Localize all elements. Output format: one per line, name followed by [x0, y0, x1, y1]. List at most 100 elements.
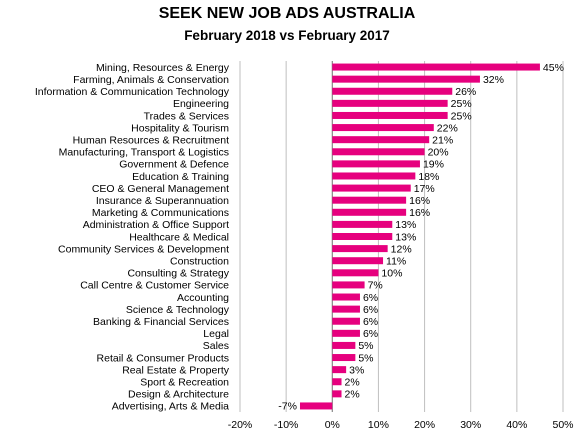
bar: [332, 378, 342, 386]
category-label: Call Centre & Customer Service: [80, 280, 229, 292]
category-label: Trades & Services: [144, 110, 229, 122]
bar: [332, 196, 407, 204]
category-label: Insurance & Superannuation: [96, 195, 229, 207]
data-label: 6%: [363, 316, 378, 328]
bar: [332, 281, 365, 289]
data-label: 16%: [409, 207, 430, 219]
bar: [332, 111, 448, 119]
data-label: 6%: [363, 328, 378, 340]
data-label: 26%: [455, 86, 476, 98]
bar: [332, 208, 407, 216]
category-label: Community Services & Development: [58, 243, 229, 255]
data-label: 7%: [368, 280, 383, 292]
chart-subtitle: February 2018 vs February 2017: [184, 28, 390, 43]
bar: [332, 245, 388, 253]
category-label: Design & Architecture: [128, 389, 229, 401]
data-label: 17%: [414, 183, 435, 195]
category-label: Sales: [203, 340, 229, 352]
x-axis-ticks: -20% -10% 0% 10% 20% 30% 40% 50%: [228, 419, 574, 431]
data-label: 20%: [428, 147, 449, 159]
data-labels: 45%32%26%25%25%22%21%20%19%18%17%16%16%1…: [278, 62, 564, 413]
bar: [332, 184, 411, 192]
category-label: CEO & General Management: [92, 183, 229, 195]
category-label: Farming, Animals & Conservation: [73, 74, 229, 86]
data-label: 18%: [418, 171, 439, 183]
category-label: Sport & Recreation: [140, 377, 229, 389]
category-label: Science & Technology: [126, 304, 230, 316]
category-label: Construction: [170, 256, 229, 268]
category-label: Retail & Consumer Products: [97, 352, 229, 364]
data-label: 13%: [395, 219, 416, 231]
bar: [332, 354, 356, 362]
category-label: Banking & Financial Services: [93, 316, 229, 328]
category-label: Mining, Resources & Energy: [96, 62, 230, 74]
data-label: 13%: [395, 231, 416, 243]
data-label: 6%: [363, 292, 378, 304]
x-tick-label: 30%: [460, 419, 481, 431]
bar: [332, 269, 379, 277]
data-label: 19%: [423, 159, 444, 171]
bar: [332, 220, 393, 228]
data-label: 12%: [391, 243, 412, 255]
category-label: Consulting & Strategy: [127, 268, 229, 280]
category-label: Healthcare & Medical: [129, 231, 229, 243]
bar: [332, 172, 416, 180]
bar: [332, 63, 540, 71]
category-label: Human Resources & Recruitment: [73, 134, 229, 146]
category-label: Administration & Office Support: [83, 219, 229, 231]
bar: [332, 136, 430, 144]
data-label: 5%: [358, 352, 373, 364]
data-label: 45%: [543, 62, 564, 74]
data-label: 25%: [451, 98, 472, 110]
x-tick-label: 10%: [368, 419, 389, 431]
x-tick-label: -10%: [274, 419, 299, 431]
bar: [332, 329, 360, 337]
data-label: 6%: [363, 304, 378, 316]
data-label: 5%: [358, 340, 373, 352]
bar: [332, 341, 356, 349]
bar: [332, 366, 347, 374]
data-label: 10%: [381, 268, 402, 280]
data-label: 3%: [349, 364, 364, 376]
bar: [332, 124, 434, 132]
category-label: Information & Communication Technology: [35, 86, 230, 98]
category-label: Government & Defence: [119, 159, 229, 171]
category-label: Education & Training: [132, 171, 229, 183]
data-label: 2%: [345, 377, 360, 389]
data-label: -7%: [278, 401, 297, 413]
category-label: Real Estate & Property: [122, 364, 230, 376]
data-label: 32%: [483, 74, 504, 86]
bars: [299, 63, 540, 410]
x-tick-label: 50%: [552, 419, 573, 431]
data-label: 2%: [345, 389, 360, 401]
x-tick-label: -20%: [228, 419, 253, 431]
bar: [332, 148, 425, 156]
data-label: 21%: [432, 134, 453, 146]
bar: [332, 160, 420, 168]
category-label: Manufacturing, Transport & Logistics: [59, 147, 229, 159]
bar: [299, 402, 333, 410]
category-label: Legal: [203, 328, 229, 340]
bar: [332, 75, 480, 83]
bar: [332, 305, 360, 313]
chart-title: SEEK NEW JOB ADS AUSTRALIA: [159, 5, 416, 22]
x-tick-label: 40%: [506, 419, 527, 431]
category-label: Marketing & Communications: [92, 207, 229, 219]
data-label: 11%: [386, 256, 406, 268]
data-label: 25%: [451, 110, 472, 122]
category-label: Accounting: [177, 292, 229, 304]
category-label: Hospitality & Tourism: [131, 122, 229, 134]
category-label: Engineering: [173, 98, 229, 110]
bar: [332, 233, 393, 240]
bar: [332, 257, 384, 265]
category-label: Advertising, Arts & Media: [112, 401, 229, 413]
data-label: 22%: [437, 122, 458, 134]
bar: [332, 87, 453, 95]
x-tick-label: 20%: [414, 419, 435, 431]
bar: [332, 390, 342, 398]
bar: [332, 293, 360, 301]
data-label: 16%: [409, 195, 430, 207]
